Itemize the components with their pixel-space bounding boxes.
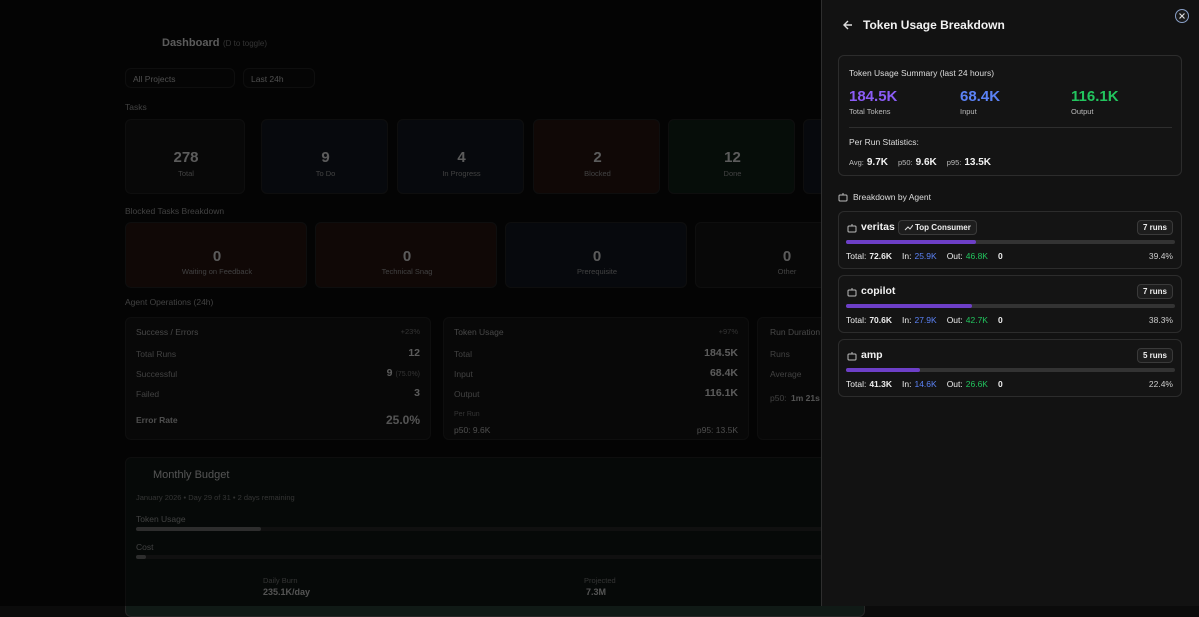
top-consumer-badge: Top Consumer xyxy=(898,220,977,235)
agent-name: veritas xyxy=(861,221,895,233)
agent-card: amp 5 runs Total: 41.3K In: 14.6K Out: 26.6K 0 22… xyxy=(838,339,1182,397)
total-label: Total: xyxy=(846,251,867,261)
bot-icon xyxy=(847,224,857,233)
usage-bar xyxy=(846,368,920,372)
agent-name: copilot xyxy=(861,285,896,297)
share-value: 22.4% xyxy=(1148,379,1173,389)
agent-stats: Total: 41.3K In: 14.6K Out: 26.6K 0 xyxy=(846,379,1003,389)
close-button[interactable] xyxy=(1174,8,1190,24)
total-label: Total: xyxy=(846,315,867,325)
share-value: 38.3% xyxy=(1148,315,1173,325)
total-value: 116.1K xyxy=(1071,88,1119,105)
out-label: Out: xyxy=(946,251,963,261)
in-value: 25.9K xyxy=(914,251,937,261)
summary-title: Token Usage Summary (last 24 hours) xyxy=(849,68,995,78)
total-value: 184.5K xyxy=(849,88,898,105)
stats-row: Avg: 9.7K p50: 9.6K p95: 13.5K xyxy=(849,152,1001,170)
total-label: Input xyxy=(960,107,977,116)
divider xyxy=(849,127,1172,128)
summary-box: Token Usage Summary (last 24 hours) 184.5… xyxy=(838,55,1182,176)
agent-stats: Total: 72.6K In: 25.9K Out: 46.8K 0 xyxy=(846,251,1003,261)
bot-icon xyxy=(838,193,848,202)
agent-stats: Total: 70.6K In: 27.9K Out: 42.7K 0 xyxy=(846,315,1003,325)
total-label: Total: xyxy=(846,379,867,389)
stat-value: 9.6K xyxy=(915,157,937,168)
stat-value: 9.7K xyxy=(866,157,888,168)
in-label: In: xyxy=(902,379,912,389)
bot-icon xyxy=(847,288,857,297)
agent-card: veritas Top Consumer 7 runs Total: 72.6K In: 2… xyxy=(838,211,1182,269)
total-label: Total Tokens xyxy=(849,107,891,116)
bot-icon xyxy=(847,352,857,361)
per-run-title: Per Run Statistics: xyxy=(849,137,919,147)
share-value: 39.4% xyxy=(1148,251,1173,261)
stat-label: Avg: xyxy=(849,158,864,167)
out-label: Out: xyxy=(946,315,963,325)
agent-name: amp xyxy=(861,349,883,361)
in-value: 14.6K xyxy=(914,379,937,389)
stat-value: 13.5K xyxy=(964,157,992,168)
back-button[interactable] xyxy=(842,19,854,31)
usage-track xyxy=(846,368,1175,372)
breakdown-title: Breakdown by Agent xyxy=(853,192,931,202)
in-value: 27.9K xyxy=(914,315,937,325)
out-value: 46.8K xyxy=(965,251,988,261)
panel-title: Token Usage Breakdown xyxy=(863,18,1005,32)
usage-bar xyxy=(846,304,972,308)
usage-track xyxy=(846,304,1175,308)
extra-value: 0 xyxy=(997,251,1003,261)
out-label: Out: xyxy=(946,379,963,389)
total-value: 68.4K xyxy=(960,88,1001,105)
usage-track xyxy=(846,240,1175,244)
runs-badge: 5 runs xyxy=(1136,348,1173,363)
in-label: In: xyxy=(902,315,912,325)
runs-badge: 7 runs xyxy=(1136,220,1173,235)
side-panel: Token Usage Breakdown Token Usage Summar… xyxy=(821,0,1199,606)
stat-label: p95: xyxy=(946,158,962,167)
runs-badge: 7 runs xyxy=(1136,284,1173,299)
total-value: 70.6K xyxy=(869,315,893,325)
agent-card: copilot 7 runs Total: 70.6K In: 27.9K Out: 42.7… xyxy=(838,275,1182,333)
out-value: 26.6K xyxy=(965,379,988,389)
out-value: 42.7K xyxy=(965,315,988,325)
in-label: In: xyxy=(902,251,912,261)
trend-icon xyxy=(904,224,913,231)
total-value: 41.3K xyxy=(869,379,893,389)
usage-bar xyxy=(846,240,976,244)
extra-value: 0 xyxy=(997,315,1003,325)
extra-value: 0 xyxy=(997,379,1003,389)
total-label: Output xyxy=(1071,107,1094,116)
total-value: 72.6K xyxy=(869,251,893,261)
stat-label: p50: xyxy=(898,158,913,167)
